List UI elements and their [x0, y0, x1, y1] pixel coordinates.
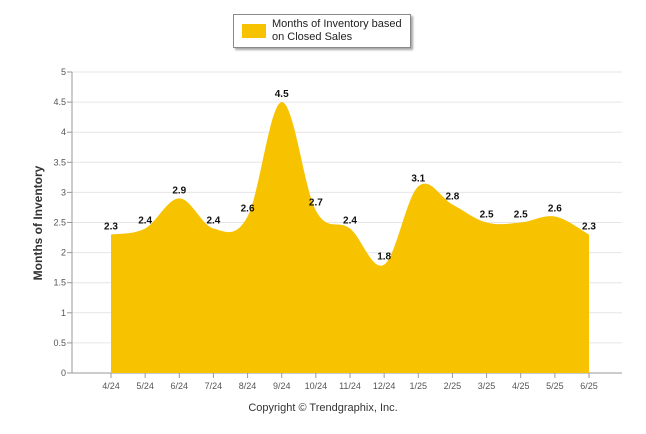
legend-label: Months of Inventory based on Closed Sale… [272, 18, 408, 44]
x-tick-label-4: 8/24 [239, 381, 257, 391]
x-tick-label-10: 2/25 [444, 381, 462, 391]
x-tick-label-8: 12/24 [373, 381, 396, 391]
legend-swatch [242, 24, 266, 38]
x-tick-label-1: 5/24 [136, 381, 154, 391]
y-tick-label-0: 0 [61, 368, 66, 378]
x-tick-label-12: 4/25 [512, 381, 530, 391]
data-label-13: 2.6 [548, 203, 562, 214]
data-label-7: 2.4 [343, 216, 357, 227]
data-label-11: 2.5 [480, 210, 494, 221]
copyright-text: Copyright © Trendgraphix, Inc. [248, 402, 398, 414]
data-label-12: 2.5 [514, 210, 528, 221]
legend: Months of Inventory based on Closed Sale… [233, 14, 411, 48]
data-label-5: 4.5 [275, 89, 289, 100]
x-tick-label-0: 4/24 [102, 381, 120, 391]
data-label-6: 2.7 [309, 197, 323, 208]
x-tick-label-14: 6/25 [580, 381, 598, 391]
x-tick-label-7: 11/24 [339, 381, 361, 391]
area-series [111, 102, 589, 373]
data-label-4: 2.6 [241, 203, 255, 214]
y-axis-title: Months of Inventory [31, 165, 45, 280]
x-tick-label-11: 3/25 [478, 381, 496, 391]
y-tick-label-0.5: 0.5 [53, 338, 66, 348]
x-tick-label-9: 1/25 [410, 381, 428, 391]
data-label-0: 2.3 [104, 222, 118, 233]
y-tick-label-5: 5 [61, 67, 66, 77]
data-label-3: 2.4 [206, 216, 220, 227]
data-labels: 2.3 2.4 2.9 2.4 2.6 4.5 2.7 2.4 1.8 3.1 2.8 2.5 2.5 2… [104, 89, 596, 263]
y-tick-label-1: 1 [61, 308, 66, 318]
x-tick-label-5: 9/24 [273, 381, 291, 391]
data-label-10: 2.8 [445, 191, 459, 202]
data-label-9: 3.1 [411, 173, 425, 184]
y-axis: 0 0.5 1 1.5 2 2.5 3 3.5 4 4.5 5 [53, 67, 73, 378]
y-tick-label-4: 4 [61, 127, 66, 137]
x-tick-label-13: 5/25 [546, 381, 564, 391]
y-tick-label-2: 2 [61, 248, 66, 258]
y-tick-label-4.5: 4.5 [53, 97, 66, 107]
y-tick-label-3.5: 3.5 [53, 157, 66, 167]
data-label-2: 2.9 [172, 185, 186, 196]
data-label-14: 2.3 [582, 222, 596, 233]
x-tick-label-2: 6/24 [171, 381, 189, 391]
data-label-1: 2.4 [138, 216, 152, 227]
x-tick-label-3: 7/24 [205, 381, 223, 391]
y-tick-label-3: 3 [61, 187, 66, 197]
legend-label-line1: Months of Inventory based [272, 18, 402, 30]
y-tick-label-2.5: 2.5 [53, 218, 66, 228]
legend-label-line2: on Closed Sales [272, 31, 353, 43]
y-tick-label-1.5: 1.5 [53, 278, 66, 288]
data-label-8: 1.8 [377, 252, 391, 263]
x-axis: 4/24 5/24 6/24 7/24 8/24 9/24 10/24 11/24 12/24 1… [102, 373, 598, 391]
x-tick-label-6: 10/24 [305, 381, 328, 391]
